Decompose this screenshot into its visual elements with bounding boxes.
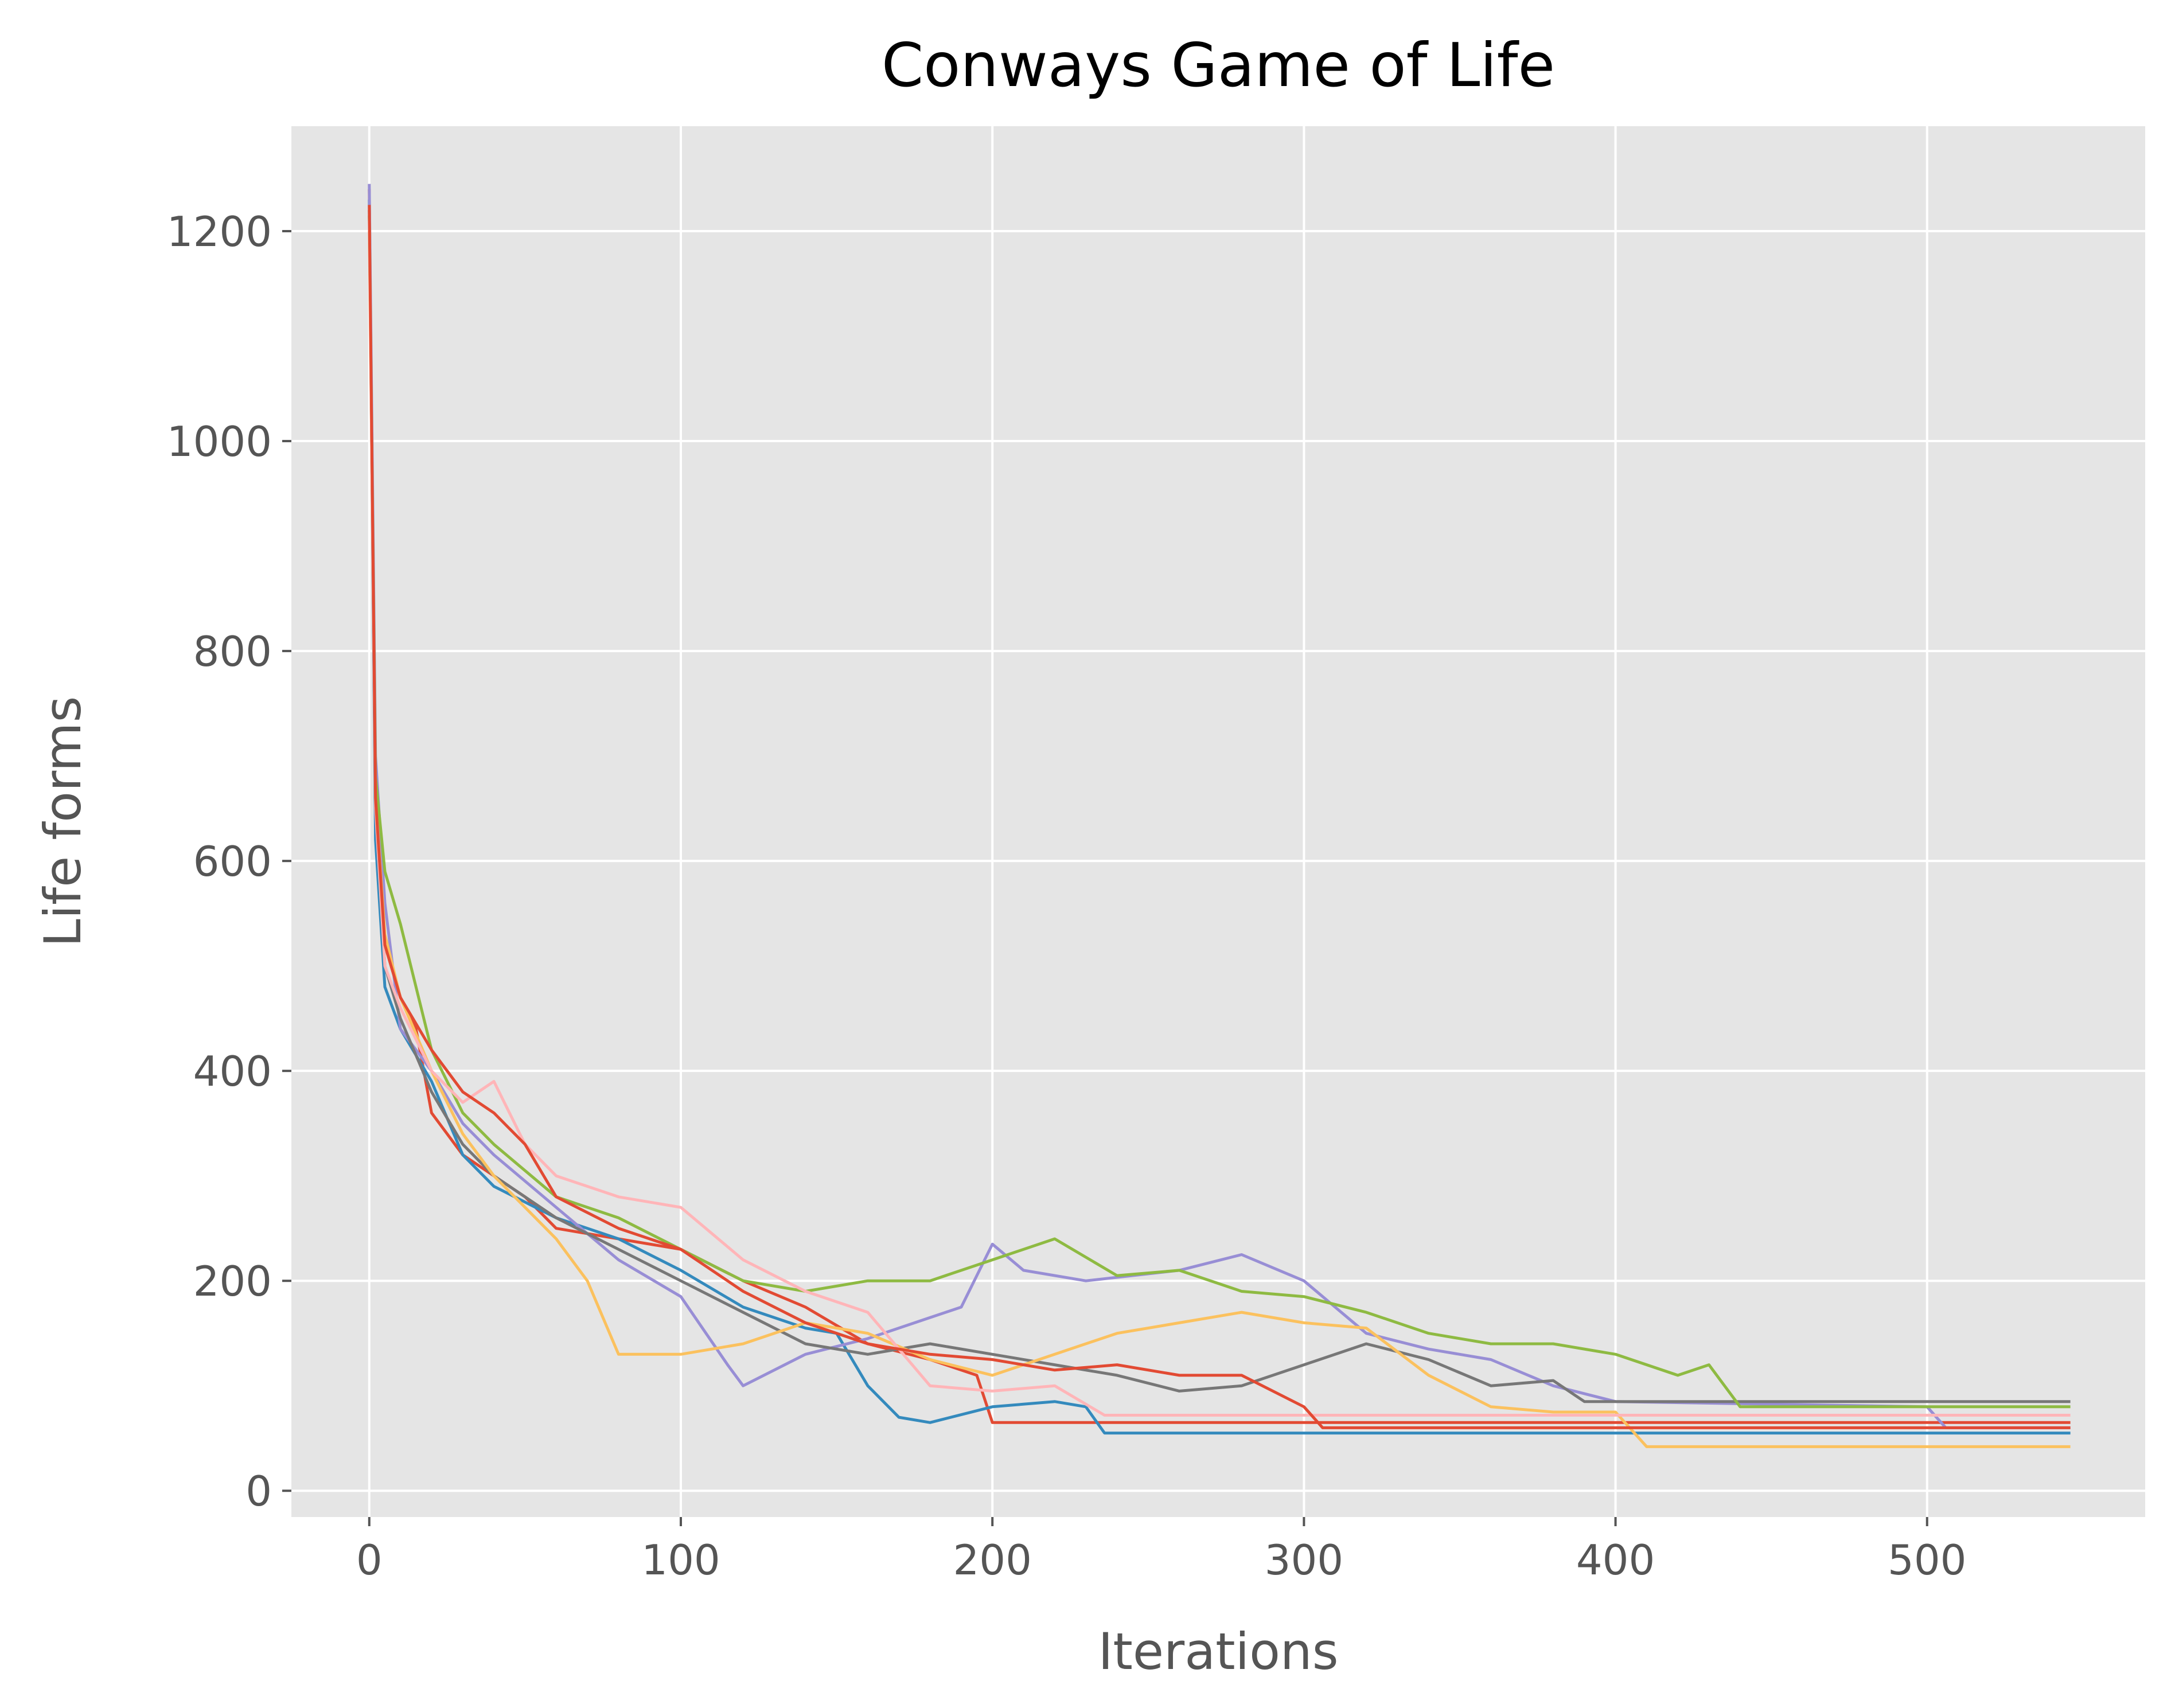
x-tick-label: 300 [1265, 1536, 1343, 1584]
y-tick-label: 200 [193, 1257, 272, 1305]
y-axis-label: Life forms [33, 696, 92, 947]
y-tick-label: 800 [193, 627, 272, 676]
y-tick-label: 0 [245, 1467, 272, 1515]
series-line-5 [368, 231, 2071, 1448]
y-tick-label: 400 [193, 1047, 272, 1095]
y-tick-label: 1000 [167, 418, 272, 466]
series-line-3 [368, 184, 2071, 1429]
y-tick-label: 600 [193, 837, 272, 886]
x-tick-label: 100 [641, 1536, 720, 1584]
x-tick-label: 0 [356, 1536, 383, 1584]
chart-title: Conways Game of Life [882, 30, 1555, 100]
x-tick-label: 400 [1576, 1536, 1655, 1584]
grid [291, 126, 2145, 1517]
x-tick-label: 200 [953, 1536, 1031, 1584]
y-tick-label: 1200 [167, 208, 272, 256]
plot-area [291, 126, 2145, 1517]
x-axis-label: Iterations [1098, 1622, 1338, 1681]
axis-ticks: 0 100 200 300 400 500 0 200 400 600 800 1000 1200 [167, 208, 1967, 1584]
series-lines [368, 184, 2071, 1448]
x-tick-label: 500 [1888, 1536, 1966, 1584]
series-line-7 [368, 220, 2071, 1417]
series-line-8 [368, 205, 2071, 1429]
